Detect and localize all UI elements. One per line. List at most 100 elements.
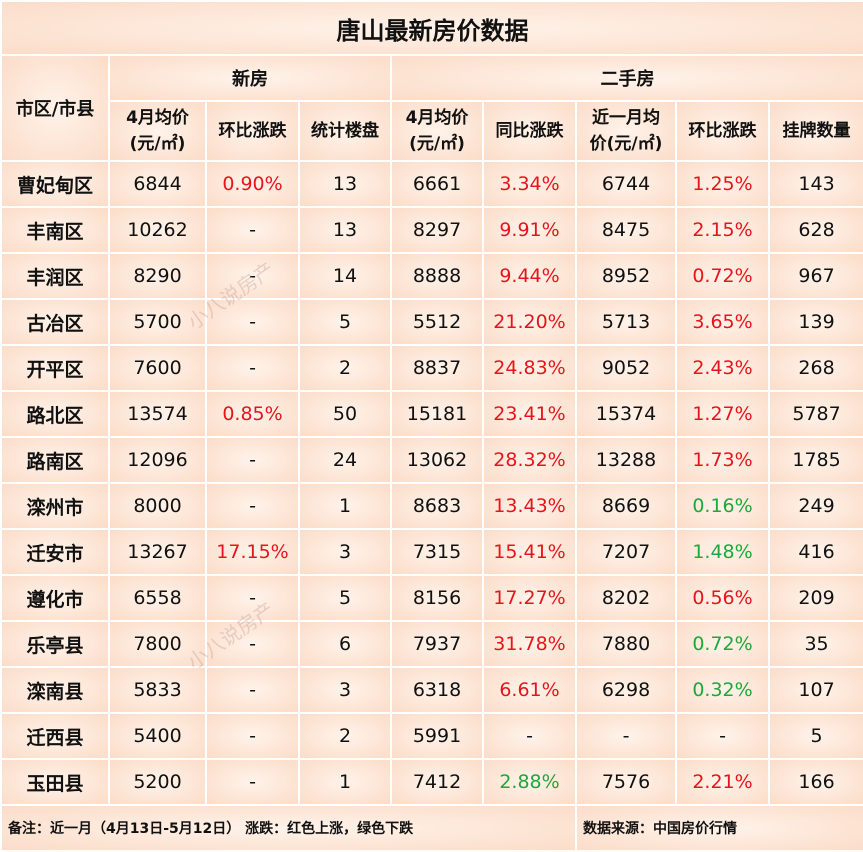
cell: -: [575, 712, 677, 760]
cell: 8156: [390, 574, 484, 622]
cell: 967: [767, 252, 863, 300]
cell: 0.85%: [205, 390, 300, 438]
cell: 8837: [390, 344, 484, 392]
cell: 268: [767, 344, 863, 392]
cell: -: [205, 574, 300, 622]
cell: 166: [767, 758, 863, 806]
cell: 5787: [767, 390, 863, 438]
cell: -: [205, 758, 300, 806]
cell: 5713: [575, 298, 677, 346]
column-header: 同比涨跌: [482, 100, 577, 162]
cell: 2.43%: [675, 344, 770, 392]
cell: 玉田县: [0, 758, 110, 806]
cell: 路南区: [0, 436, 110, 484]
cell: 15.41%: [482, 528, 577, 576]
cell: 7576: [575, 758, 677, 806]
cell: 8669: [575, 482, 677, 530]
cell: 1.27%: [675, 390, 770, 438]
cell: 乐亭县: [0, 620, 110, 668]
cell: 0.72%: [675, 252, 770, 300]
cell: -: [205, 712, 300, 760]
table-row: 丰润区 8290-14 8888 9.44% 8952 0.72% 967: [0, 252, 863, 300]
cell: 143: [767, 160, 863, 208]
table-row: 玉田县 5200-1 7412 2.88% 7576 2.21% 166: [0, 758, 863, 806]
table-row: 迁安市 13267 17.15% 3 7315 15.41% 7207 1.48% 416: [0, 528, 863, 576]
table-row: 遵化市 6558-5 8156 17.27% 8202 0.56% 209: [0, 574, 863, 622]
cell: 9052: [575, 344, 677, 392]
cell: 0.56%: [675, 574, 770, 622]
cell: 7600: [108, 344, 207, 392]
table-row: 路南区 12096-24 13062 28.32% 13288 1.73% 1785: [0, 436, 863, 484]
cell: 15181: [390, 390, 484, 438]
cell: 丰南区: [0, 206, 110, 254]
cell: 6844: [108, 160, 207, 208]
cell: -: [205, 252, 300, 300]
cell: 107: [767, 666, 863, 714]
cell: 5: [298, 574, 392, 622]
cell: 2.21%: [675, 758, 770, 806]
column-header: 挂牌数量: [767, 100, 863, 162]
table-row: 开平区 7600-2 8837 24.83% 9052 2.43% 268: [0, 344, 863, 392]
cell: 13062: [390, 436, 484, 484]
cell: 5512: [390, 298, 484, 346]
cell: 5200: [108, 758, 207, 806]
cell: 1.48%: [675, 528, 770, 576]
cell: 9.44%: [482, 252, 577, 300]
cell: 古冶区: [0, 298, 110, 346]
table-row: 曹妃甸区 6844 0.90% 13 6661 3.34% 6744 1.25% 143: [0, 160, 863, 208]
column-header: 近一月均 价(元/㎡): [575, 100, 677, 162]
cell: 0.90%: [205, 160, 300, 208]
cell: 6: [298, 620, 392, 668]
cell: -: [205, 436, 300, 484]
cell: -: [205, 482, 300, 530]
district-header: 市区/市县: [0, 54, 110, 162]
cell: 17.27%: [482, 574, 577, 622]
cell: 13.43%: [482, 482, 577, 530]
cell: 13: [298, 206, 392, 254]
group-header: 二手房: [389, 54, 863, 102]
cell: 7412: [390, 758, 484, 806]
cell: -: [482, 712, 577, 760]
cell: 1785: [767, 436, 863, 484]
cell: 2.88%: [482, 758, 577, 806]
cell: -: [205, 666, 300, 714]
cell: 13288: [575, 436, 677, 484]
cell: 7315: [390, 528, 484, 576]
cell: 8202: [575, 574, 677, 622]
cell: 13: [298, 160, 392, 208]
cell: 17.15%: [205, 528, 300, 576]
cell: 8297: [390, 206, 484, 254]
footer-row: 备注：近一月（4月13日-5月12日） 涨跌：红色上涨，绿色下跌 数据来源：中国房…: [0, 804, 863, 852]
cell: 0.72%: [675, 620, 770, 668]
cell: 迁西县: [0, 712, 110, 760]
cell: 35: [767, 620, 863, 668]
cell: 6.61%: [482, 666, 577, 714]
cell: 209: [767, 574, 863, 622]
cell: 50: [298, 390, 392, 438]
cell: 5991: [390, 712, 484, 760]
table-row: 丰南区 10262-13 8297 9.91% 8475 2.15% 628: [0, 206, 863, 254]
cell: -: [205, 344, 300, 392]
cell: 路北区: [0, 390, 110, 438]
footer-source: 数据来源：中国房价行情: [574, 804, 863, 852]
footer-note: 备注：近一月（4月13日-5月12日） 涨跌：红色上涨，绿色下跌: [0, 804, 577, 852]
cell: 0.32%: [675, 666, 770, 714]
cell: 5400: [108, 712, 207, 760]
cell: -: [205, 206, 300, 254]
cell: 31.78%: [482, 620, 577, 668]
cell: 3.34%: [482, 160, 577, 208]
cell: 5700: [108, 298, 207, 346]
column-header: 环比涨跌: [675, 100, 770, 162]
cell: 迁安市: [0, 528, 110, 576]
cell: 1.73%: [675, 436, 770, 484]
cell: -: [205, 620, 300, 668]
cell: 15374: [575, 390, 677, 438]
cell: 13267: [108, 528, 207, 576]
cell: 5: [767, 712, 863, 760]
table-row: 迁西县 5400-2 5991- - -5: [0, 712, 863, 760]
cell: 23.41%: [482, 390, 577, 438]
cell: 5833: [108, 666, 207, 714]
cell: 21.20%: [482, 298, 577, 346]
cell: 3: [298, 528, 392, 576]
cell: 24.83%: [482, 344, 577, 392]
